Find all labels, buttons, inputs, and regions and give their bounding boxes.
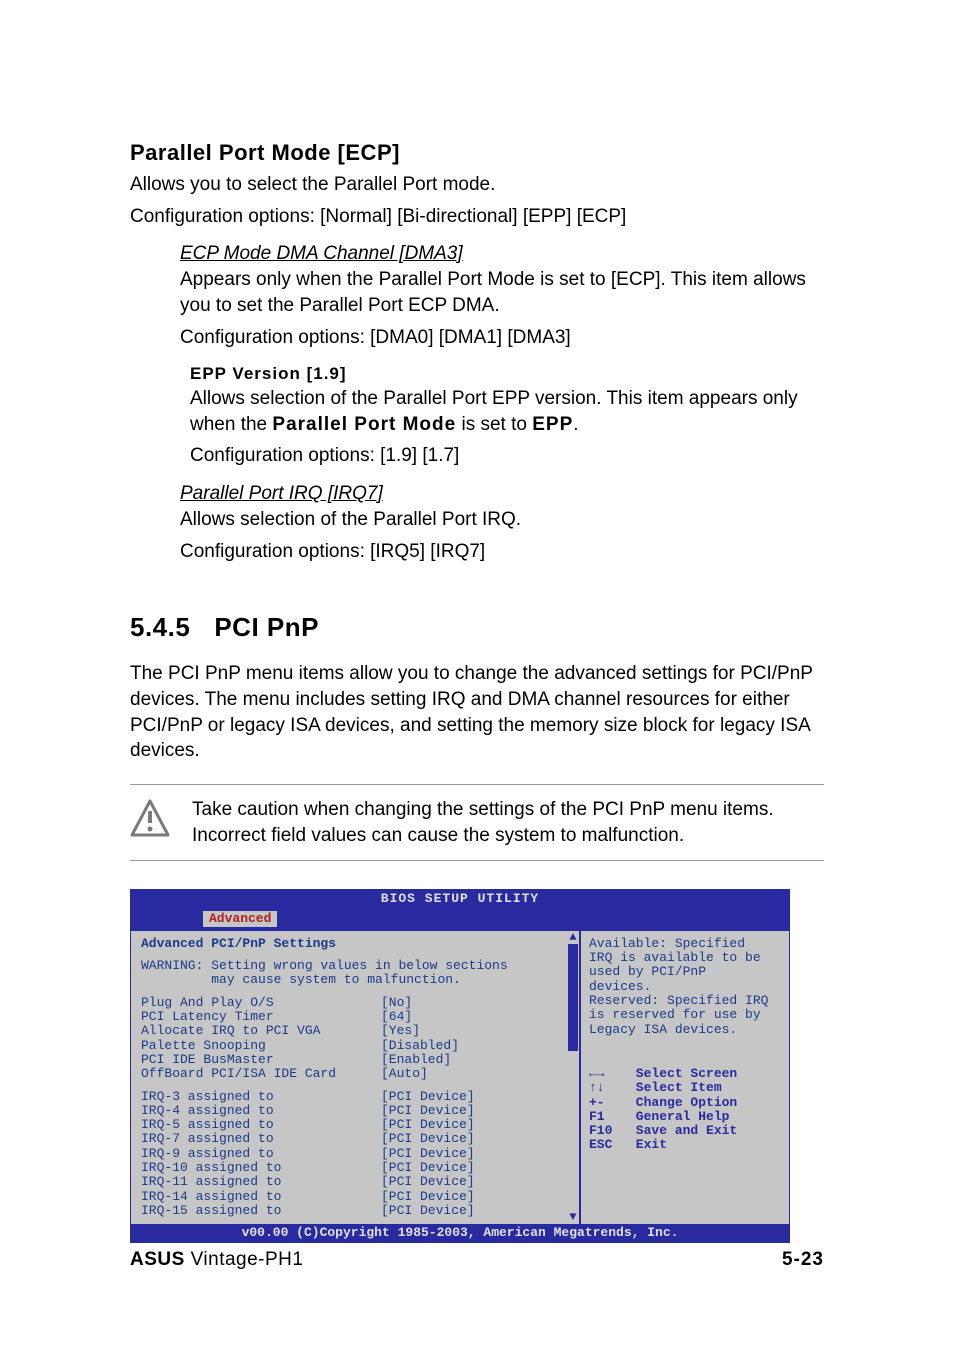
bios-irq-row[interactable]: IRQ-4 assigned to[PCI Device] [141,1104,571,1118]
body-text: Configuration options: [1.9] [1.7] [190,443,824,469]
subheading-parallel-port-irq: Parallel Port IRQ [IRQ7] [180,483,824,505]
bios-tab-advanced[interactable]: Advanced [203,911,277,927]
bios-irq-row[interactable]: IRQ-15 assigned to[PCI Device] [141,1204,571,1218]
bios-irq-row[interactable]: IRQ-9 assigned to[PCI Device] [141,1147,571,1161]
bios-irq-row[interactable]: IRQ-14 assigned to[PCI Device] [141,1190,571,1204]
bios-warning: may cause system to malfunction. [141,973,571,987]
body-text: Appears only when the Parallel Port Mode… [180,267,824,318]
bios-nav-keys: ←→ Select Screen↑↓ Select Item+- Change … [589,1067,781,1153]
bios-setting-row[interactable]: PCI IDE BusMaster[Enabled] [141,1053,571,1067]
bios-nav-row: F1 General Help [589,1110,781,1124]
body-text: Configuration options: [Normal] [Bi-dire… [130,204,824,230]
body-text: Allows you to select the Parallel Port m… [130,172,824,198]
bios-help-panel: Available: Specified IRQ is available to… [579,931,789,1224]
bios-setting-row[interactable]: Allocate IRQ to PCI VGA[Yes] [141,1024,571,1038]
bios-warning: WARNING: Setting wrong values in below s… [141,959,571,973]
subheading-epp-version: EPP Version [1.9] [190,364,824,384]
bios-scrollbar[interactable]: ▲ ▼ [567,931,579,1224]
bios-nav-row: ←→ Select Screen [589,1067,781,1081]
bios-irq-row[interactable]: IRQ-7 assigned to[PCI Device] [141,1132,571,1146]
bios-panel-header: Advanced PCI/PnP Settings [141,937,571,951]
body-text: Allows selection of the Parallel Port IR… [180,507,824,533]
bios-irq-row[interactable]: IRQ-11 assigned to[PCI Device] [141,1175,571,1189]
body-text: Configuration options: [IRQ5] [IRQ7] [180,539,824,565]
bios-irq-row[interactable]: IRQ-5 assigned to[PCI Device] [141,1118,571,1132]
bios-nav-row: ESC Exit [589,1138,781,1152]
body-text: Allows selection of the Parallel Port EP… [190,386,824,437]
body-text: The PCI PnP menu items allow you to chan… [130,661,824,764]
scroll-down-icon[interactable]: ▼ [569,1211,576,1224]
bios-setting-row[interactable]: Palette Snooping[Disabled] [141,1039,571,1053]
bios-title: BIOS SETUP UTILITY [131,890,789,908]
caution-note: Take caution when changing the settings … [130,784,824,861]
subheading-ecp-mode: ECP Mode DMA Channel [DMA3] [180,243,824,265]
bios-menubar: Advanced [131,909,789,931]
page-footer: ASUS Vintage-PH1 5-23 [130,1249,824,1271]
bios-footer: v00.00 (C)Copyright 1985-2003, American … [131,1224,789,1242]
heading-parallel-port-mode: Parallel Port Mode [ECP] [130,140,824,166]
bios-setting-row[interactable]: Plug And Play O/S[No] [141,996,571,1010]
bios-nav-row: ↑↓ Select Item [589,1081,781,1095]
scroll-thumb[interactable] [568,944,578,1051]
bios-nav-row: +- Change Option [589,1096,781,1110]
scroll-up-icon[interactable]: ▲ [569,931,576,944]
warning-icon [130,799,170,839]
caution-text: Take caution when changing the settings … [192,797,824,848]
bios-irq-row[interactable]: IRQ-10 assigned to[PCI Device] [141,1161,571,1175]
bios-screenshot: BIOS SETUP UTILITY Advanced Advanced PCI… [130,889,790,1243]
bios-help-text: Available: Specified IRQ is available to… [589,937,781,1037]
bios-settings-panel: Advanced PCI/PnP Settings WARNING: Setti… [131,931,579,1224]
body-text: Configuration options: [DMA0] [DMA1] [DM… [180,325,824,351]
heading-pci-pnp: 5.4.5PCI PnP [130,612,824,643]
bios-irq-row[interactable]: IRQ-3 assigned to[PCI Device] [141,1090,571,1104]
bios-setting-row[interactable]: OffBoard PCI/ISA IDE Card[Auto] [141,1067,571,1081]
bios-nav-row: F10 Save and Exit [589,1124,781,1138]
bios-setting-row[interactable]: PCI Latency Timer[64] [141,1010,571,1024]
